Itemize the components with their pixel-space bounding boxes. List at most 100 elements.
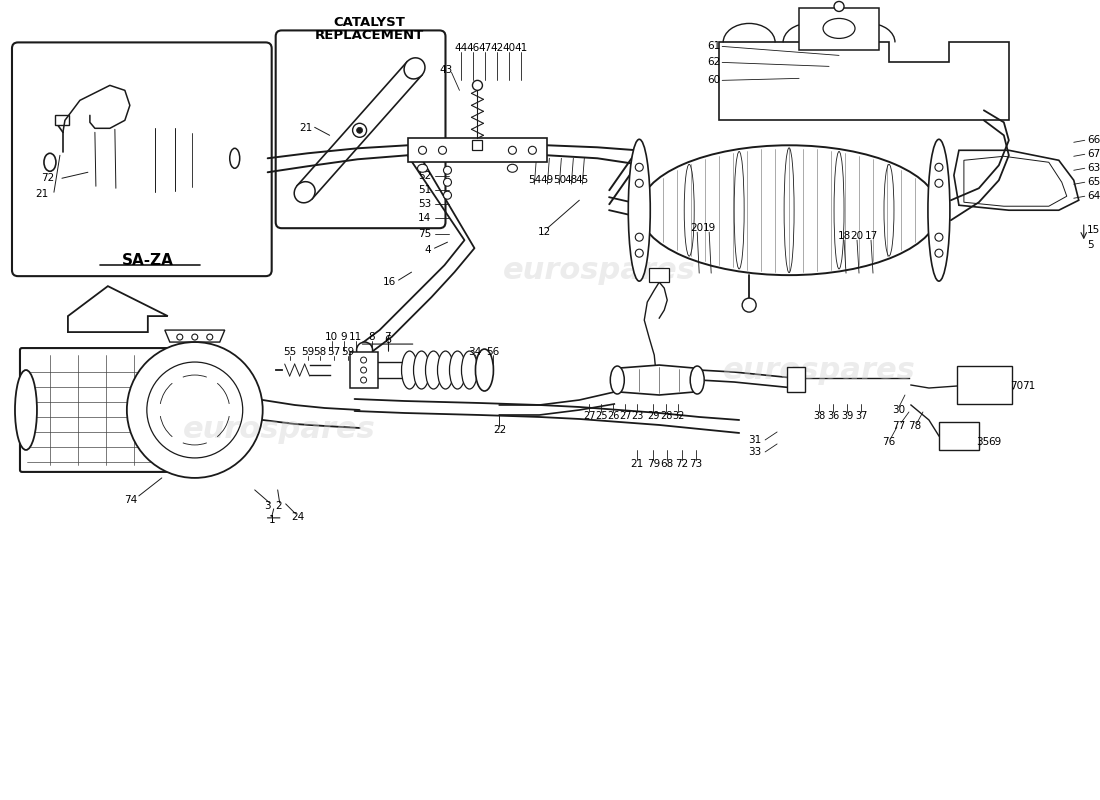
Text: 47: 47 [478,43,492,54]
Text: 14: 14 [418,214,431,223]
Text: 21: 21 [299,123,312,134]
Circle shape [935,163,943,171]
Text: eurospares: eurospares [723,355,915,385]
Text: 63: 63 [1087,163,1100,174]
Text: 12: 12 [538,227,551,237]
Text: eurospares: eurospares [503,256,695,285]
Text: 20: 20 [691,223,704,233]
Text: 52: 52 [418,171,431,182]
Ellipse shape [402,351,418,389]
Ellipse shape [294,182,315,202]
Text: CATALYST: CATALYST [333,16,406,29]
Text: 9: 9 [340,332,346,342]
Text: 54: 54 [528,175,541,186]
Circle shape [935,233,943,241]
Text: 65: 65 [1087,178,1100,187]
Circle shape [636,249,644,257]
Text: 29: 29 [647,411,659,421]
Text: 51: 51 [418,186,431,195]
Text: 6: 6 [384,335,392,345]
Text: 28: 28 [660,411,672,421]
Ellipse shape [690,366,704,394]
Text: 72: 72 [675,459,689,469]
Text: 32: 32 [672,411,684,421]
Circle shape [361,367,366,373]
Bar [649,268,669,282]
Text: 11: 11 [349,332,362,342]
Circle shape [528,146,537,154]
Text: 79: 79 [647,459,660,469]
Text: 77: 77 [892,421,905,431]
Text: 56: 56 [486,347,499,357]
Text: 61: 61 [707,42,721,51]
Text: 57: 57 [327,347,340,357]
Ellipse shape [418,164,428,172]
Ellipse shape [628,139,650,281]
Text: 62: 62 [707,58,721,67]
Text: 66: 66 [1087,135,1100,146]
Circle shape [353,123,366,138]
Text: eurospares: eurospares [184,415,376,445]
Text: 36: 36 [827,411,839,421]
Text: 72: 72 [42,174,55,183]
Ellipse shape [426,351,441,389]
Text: 18: 18 [837,231,850,241]
Circle shape [126,342,263,478]
Text: 27: 27 [619,411,631,421]
Text: 2: 2 [275,501,282,511]
Ellipse shape [462,351,477,389]
Text: SA-ZA: SA-ZA [122,253,174,268]
Circle shape [361,357,366,363]
Circle shape [508,146,516,154]
Circle shape [361,377,366,383]
Text: 73: 73 [690,459,703,469]
Circle shape [207,334,212,340]
Circle shape [356,127,363,134]
Text: 4: 4 [425,245,431,255]
Text: 37: 37 [855,411,867,421]
Text: 23: 23 [631,411,644,421]
Text: 55: 55 [283,347,296,357]
Ellipse shape [450,351,465,389]
Text: 75: 75 [418,229,431,239]
Text: 22: 22 [493,425,506,435]
Text: 40: 40 [503,43,516,54]
Text: 76: 76 [882,437,895,447]
Polygon shape [68,286,168,332]
Ellipse shape [438,351,453,389]
Text: 58: 58 [314,347,327,357]
Circle shape [636,179,644,187]
Text: 74: 74 [124,495,138,505]
FancyBboxPatch shape [12,42,272,276]
Bar [957,366,1012,404]
Ellipse shape [414,351,429,389]
Text: 38: 38 [813,411,825,421]
Bar [350,352,377,388]
Bar [407,138,548,162]
Text: 15: 15 [1087,225,1100,235]
Text: REPLACEMENT: REPLACEMENT [315,29,425,42]
Text: 20: 20 [850,231,864,241]
Text: 42: 42 [491,43,504,54]
Bar [473,140,483,150]
Circle shape [742,298,756,312]
Text: 53: 53 [418,199,431,210]
Text: 78: 78 [909,421,922,431]
Circle shape [636,163,644,171]
Bar [939,422,979,450]
Bar [788,367,805,392]
Text: 39: 39 [840,411,854,421]
Text: 26: 26 [607,411,619,421]
Text: 27: 27 [583,411,595,421]
Text: 17: 17 [865,231,878,241]
Text: 44: 44 [454,43,469,54]
Text: 60: 60 [707,75,721,86]
Text: 30: 30 [892,405,905,415]
Text: 59: 59 [341,347,354,357]
Text: 71: 71 [1022,381,1035,391]
Circle shape [418,146,427,154]
Circle shape [935,179,943,187]
Text: 34: 34 [468,347,481,357]
Ellipse shape [928,139,950,281]
Circle shape [636,233,644,241]
